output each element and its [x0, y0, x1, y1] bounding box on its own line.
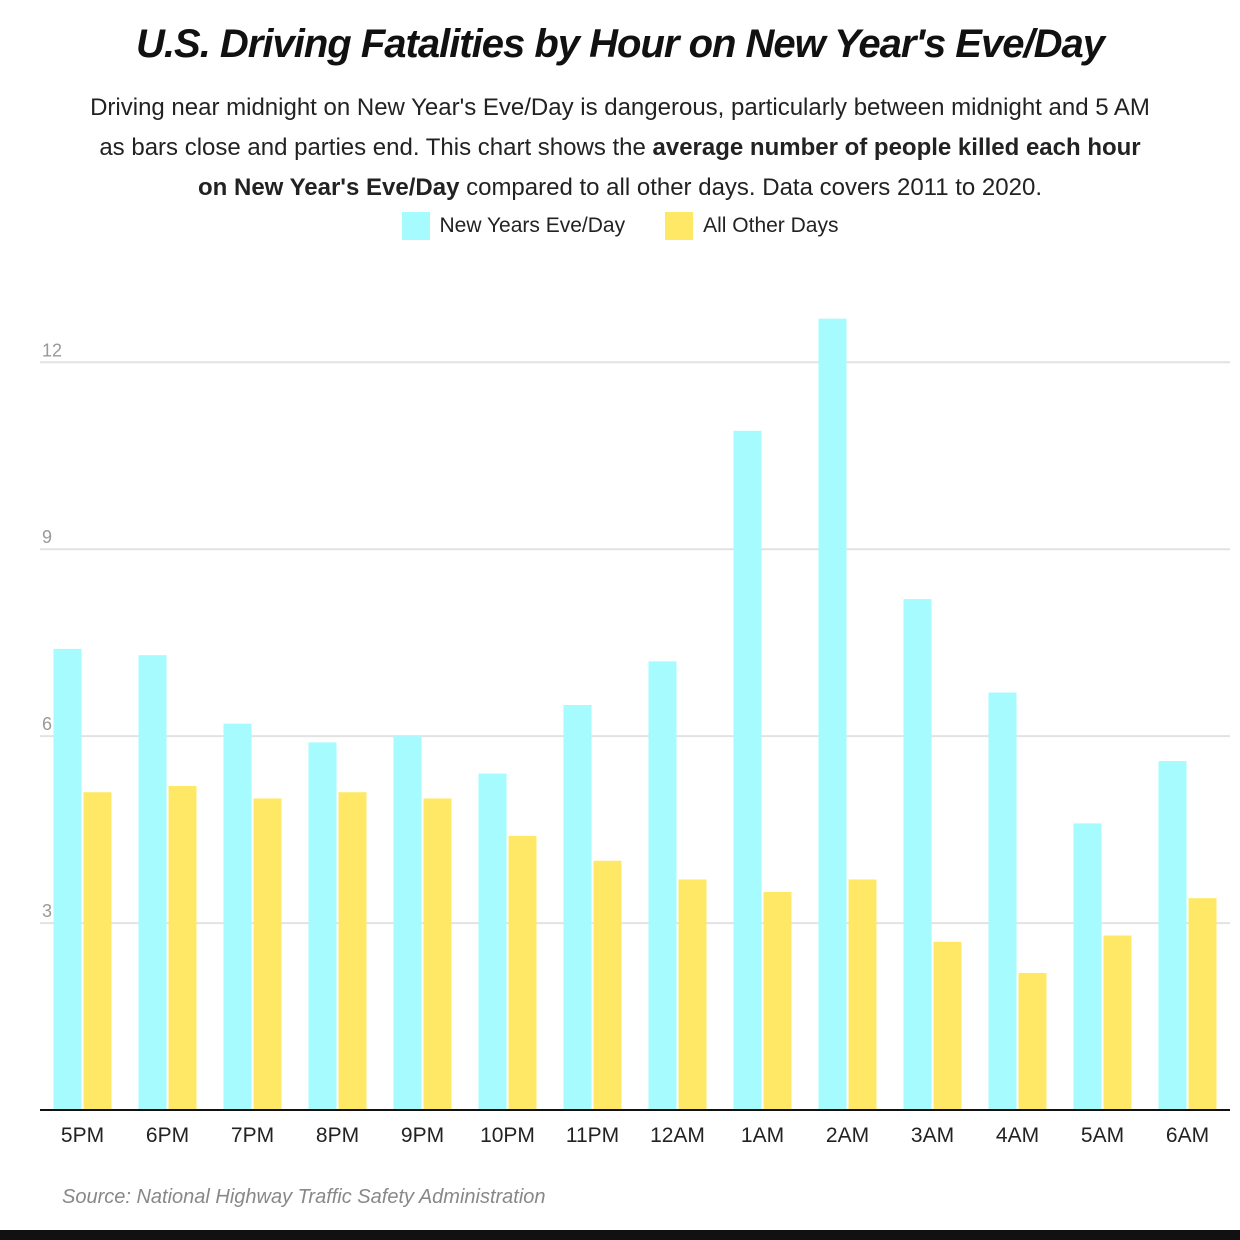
bar-other-days [423, 798, 452, 1110]
x-tick-label: 12AM [650, 1124, 705, 1147]
chart-subtitle: Driving near midnight on New Year's Eve/… [90, 88, 1150, 208]
y-tick-label: 3 [42, 901, 52, 921]
bar-nye [478, 773, 507, 1110]
legend-swatch [665, 212, 694, 240]
bar-other-days [763, 891, 792, 1110]
x-tick-label: 5PM [61, 1124, 104, 1147]
legend-label: All Other Days [703, 214, 839, 237]
x-tick-label: 11PM [566, 1124, 619, 1147]
x-tick-label: 7PM [231, 1124, 274, 1147]
subtitle-emphasis: average number of people killed each hou… [198, 134, 1141, 201]
y-tick-label: 6 [42, 714, 52, 734]
bar-nye [393, 736, 422, 1110]
x-tick-label: 5AM [1081, 1124, 1124, 1147]
bar-other-days [848, 879, 877, 1110]
bar-other-days [593, 860, 622, 1110]
bar-other-days [1188, 898, 1217, 1110]
bar-other-days [1103, 935, 1132, 1110]
bar-other-days [933, 941, 962, 1110]
bar-nye [903, 599, 932, 1110]
bar-other-days [168, 786, 197, 1110]
bar-nye [53, 648, 82, 1110]
x-tick-label: 2AM [826, 1124, 869, 1147]
footer-bar [0, 1230, 1240, 1240]
bar-nye [1073, 823, 1102, 1110]
bar-other-days [508, 835, 537, 1110]
x-tick-label: 4AM [996, 1124, 1039, 1147]
bar-other-days [253, 798, 282, 1110]
subtitle-part: compared to all other days. Data covers … [459, 174, 1042, 201]
bar-nye [733, 430, 762, 1110]
subtitle-part: Driving near midnight on New Year's Eve/… [90, 94, 1150, 161]
bar-other-days [1018, 972, 1047, 1110]
x-tick-label: 1AM [741, 1124, 784, 1147]
bar-nye [818, 318, 847, 1110]
bar-nye [563, 705, 592, 1110]
x-tick-label: 6PM [146, 1124, 189, 1147]
legend-label: New Years Eve/Day [439, 214, 626, 237]
source-note: Source: National Highway Traffic Safety … [62, 1186, 546, 1208]
bar-nye [648, 661, 677, 1110]
bar-other-days [678, 879, 707, 1110]
x-tick-label: 3AM [911, 1124, 954, 1147]
legend-item-other: All Other Days [665, 212, 838, 240]
legend-swatch [401, 212, 430, 240]
bar-other-days [83, 792, 112, 1110]
x-tick-label: 6AM [1166, 1124, 1209, 1147]
x-tick-label: 8PM [316, 1124, 359, 1147]
chart-title: U.S. Driving Fatalities by Hour on New Y… [136, 22, 1105, 66]
y-tick-label: 9 [42, 527, 52, 547]
bar-other-days [338, 792, 367, 1110]
legend-item-nye: New Years Eve/Day [401, 212, 626, 240]
bar-nye [1158, 761, 1187, 1110]
bar-nye [308, 742, 337, 1110]
legend: New Years Eve/Day All Other Days [0, 212, 1240, 240]
y-tick-label: 12 [42, 340, 62, 360]
bar-nye [988, 692, 1017, 1110]
x-tick-label: 10PM [480, 1124, 535, 1147]
bar-nye [223, 723, 252, 1110]
x-tick-label: 9PM [401, 1124, 444, 1147]
bar-nye [138, 655, 167, 1110]
